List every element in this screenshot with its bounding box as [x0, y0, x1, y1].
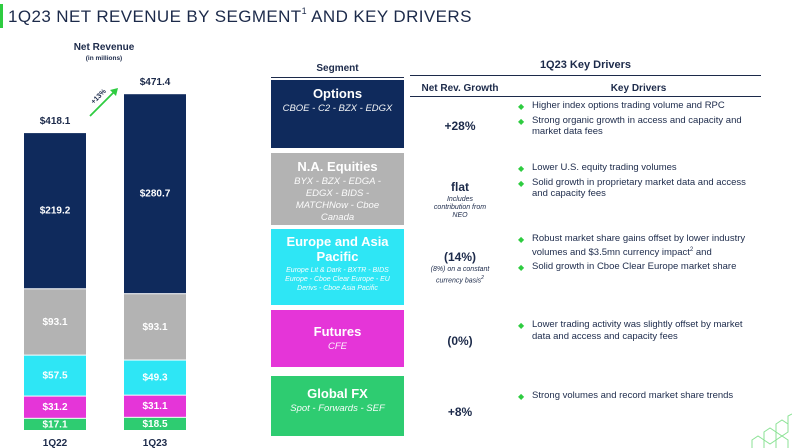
bar-value-label: $31.1 — [142, 401, 167, 412]
bar-segment — [124, 395, 186, 417]
bar-value-label: $280.7 — [140, 189, 171, 200]
drivers-global-fx: ◆ Strong volumes and record market share … — [516, 390, 761, 405]
segment-column-header: Segment — [316, 63, 359, 74]
segment-futures: Futures CFE — [271, 310, 404, 367]
growth-global-fx: +8% — [447, 405, 473, 419]
segment-na-equities: N.A. Equities BYX - BZX - EDGA - EDGX - … — [271, 153, 404, 225]
bar-value-label: $93.1 — [142, 322, 167, 333]
segment-global-fx: Global FX Spot - Forwards - SEF — [271, 376, 404, 436]
bar-segment — [124, 417, 186, 430]
key-drivers-section-header: 1Q23 Key Drivers — [539, 59, 632, 71]
chart-title: Net Revenue — [74, 42, 135, 53]
segment-header-rule — [271, 77, 404, 78]
bar-segment — [124, 294, 186, 360]
category-label: 1Q22 — [43, 438, 68, 448]
bar-value-label: $31.2 — [42, 402, 67, 413]
bar-value-label: $49.3 — [142, 373, 167, 384]
drivers-header-rule — [410, 96, 761, 97]
segment-venues: CBOE - C2 - BZX - EDGX — [282, 103, 393, 114]
drivers-futures: ◆ Lower trading activity was slightly off… — [516, 319, 761, 345]
bar-value-label: $219.2 — [40, 206, 71, 217]
segment-venues: BYX - BZX - EDGA - EDGX - BIDS - MATCHNo… — [294, 176, 381, 223]
driver-item: ◆ Solid growth in Cboe Clear Europe marke… — [518, 261, 737, 273]
driver-item: ◆ Robust market share gains offset by low… — [518, 233, 746, 258]
bar-segment — [24, 355, 86, 396]
bar-value-label: $18.5 — [142, 419, 167, 430]
growth-options: +28% — [444, 119, 476, 133]
drivers-na-equities: ◆ Lower U.S. equity trading volumes ◆ Soli… — [516, 162, 761, 203]
segment-name: Futures — [313, 324, 362, 339]
growth-column-header: Net Rev. Growth — [421, 83, 499, 94]
segment-name: Europe and Asia Pacific — [286, 234, 389, 264]
driver-item: ◆ Lower trading activity was slightly off… — [518, 319, 743, 342]
growth-europe-asia-pacific: (14%) (8%) on a constant currency basis2 — [410, 250, 510, 285]
segment-name: Global FX — [307, 386, 368, 401]
drivers-column-header: Key Drivers — [610, 83, 667, 94]
segment-venues: Europe Lit & Dark - BXTR - BIDS Europe -… — [285, 267, 390, 292]
growth-percent-label: +13% — [90, 88, 108, 106]
bar-segment — [24, 289, 86, 355]
corner-pattern-decoration — [751, 413, 792, 448]
segment-options: Options CBOE - C2 - BZX - EDGX — [271, 80, 404, 148]
category-label: 1Q23 — [143, 438, 168, 448]
growth-arrow-head — [110, 88, 118, 96]
segment-name: N.A. Equities — [297, 159, 378, 174]
title-accent-bar — [0, 4, 3, 28]
driver-item: ◆ Lower U.S. equity trading volumes — [518, 162, 677, 173]
driver-item: ◆ Solid growth in proprietary market data… — [518, 176, 746, 200]
driver-item: ◆ Strong organic growth in access and cap… — [518, 114, 742, 138]
bar-total-label: $418.1 — [40, 116, 71, 127]
bar-segment — [24, 396, 86, 418]
bar-total-label: $471.4 — [140, 77, 171, 88]
growth-na-equities: flat Includes contribution from NEO — [433, 180, 487, 219]
revenue-stacked-bar-chart: Net Revenue (in millions) $17.1 $31.2 $57.5 $… — [24, 42, 186, 448]
bar-segment — [124, 360, 186, 395]
bar-value-label: $17.1 — [42, 419, 67, 430]
driver-item: ◆ Strong volumes and record market share … — [518, 390, 734, 401]
section-header-rule — [410, 75, 761, 76]
segment-europe-asia-pacific: Europe and Asia Pacific Europe Lit & Dar… — [271, 229, 404, 305]
drivers-europe-asia-pacific: ◆ Robust market share gains offset by low… — [516, 233, 761, 276]
segment-name: Options — [312, 86, 363, 101]
bar-segment — [124, 94, 186, 294]
growth-futures: (0%) — [447, 334, 473, 348]
chart-subtitle: (in millions) — [86, 55, 122, 62]
page-title: 1Q23 NET REVENUE BY SEGMENT1 AND KEY DRI… — [8, 6, 472, 26]
bar-segment — [24, 133, 86, 289]
segment-venues: Spot - Forwards - SEF — [290, 403, 385, 414]
bar-value-label: $57.5 — [42, 371, 67, 382]
bar-value-label: $93.1 — [42, 317, 67, 328]
growth-note: (8%) on a constant currency basis2 — [430, 266, 490, 285]
bar-segment — [24, 418, 86, 430]
driver-item: ◆ Higher index options trading volume and… — [518, 100, 725, 111]
segment-venues: CFE — [328, 341, 347, 352]
growth-arrow-line — [89, 89, 117, 117]
drivers-options: ◆ Higher index options trading volume and… — [516, 100, 761, 141]
